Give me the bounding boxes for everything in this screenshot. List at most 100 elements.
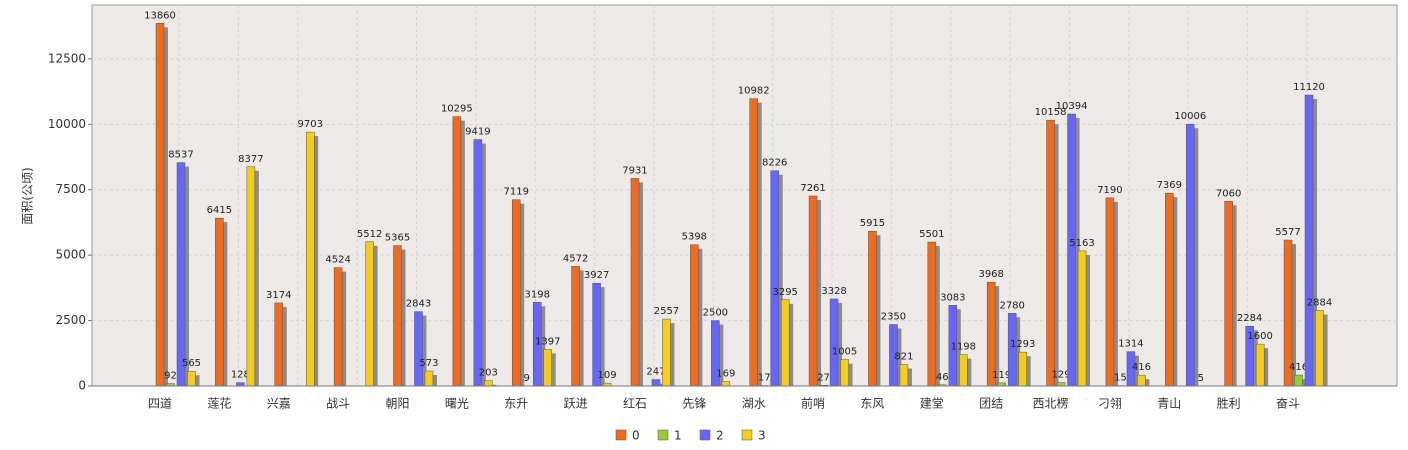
legend-swatch bbox=[741, 429, 753, 441]
plot-area bbox=[91, 4, 1398, 387]
value-label: 2557 bbox=[654, 306, 679, 317]
x-tick-label: 四道 bbox=[148, 397, 172, 411]
bar bbox=[414, 311, 423, 387]
value-label: 3927 bbox=[584, 270, 609, 281]
y-axis-label: 面积(公顷) bbox=[21, 167, 35, 224]
value-label: 9703 bbox=[298, 119, 323, 130]
legend-label: 0 bbox=[632, 429, 640, 443]
bar bbox=[187, 370, 196, 387]
value-label: 46 bbox=[936, 372, 949, 383]
bar bbox=[511, 199, 521, 387]
value-label: 5163 bbox=[1069, 238, 1094, 249]
bar bbox=[571, 266, 580, 387]
bar bbox=[1304, 94, 1314, 387]
bar bbox=[808, 195, 818, 387]
value-label: 1314 bbox=[1118, 339, 1143, 350]
value-label: 2350 bbox=[881, 312, 906, 323]
legend-swatch bbox=[615, 429, 627, 441]
bar bbox=[630, 178, 640, 387]
value-label: 10982 bbox=[738, 86, 770, 97]
value-label: 3174 bbox=[266, 290, 291, 301]
x-tick-label: 跃进 bbox=[564, 397, 588, 411]
bar bbox=[721, 381, 731, 387]
value-label: 3198 bbox=[524, 289, 549, 300]
x-tick-label: 东升 bbox=[504, 397, 528, 411]
bar bbox=[662, 318, 671, 387]
value-label: 4524 bbox=[325, 255, 350, 266]
value-label: 7931 bbox=[622, 165, 647, 176]
bar bbox=[1067, 113, 1076, 387]
y-tick-label: 7500 bbox=[55, 182, 86, 196]
bar bbox=[1186, 123, 1195, 387]
value-label: 6415 bbox=[207, 205, 232, 216]
bar bbox=[473, 139, 483, 387]
x-tick-label: 奋斗 bbox=[1276, 397, 1300, 411]
value-label: 8226 bbox=[762, 158, 787, 169]
value-label: 573 bbox=[419, 358, 438, 369]
value-label: 7190 bbox=[1097, 185, 1122, 196]
bar bbox=[424, 370, 434, 387]
value-label: 27 bbox=[817, 372, 830, 383]
bar bbox=[1137, 374, 1146, 387]
bar bbox=[393, 245, 402, 387]
bar bbox=[155, 23, 165, 387]
bar bbox=[246, 166, 256, 387]
bar bbox=[829, 298, 839, 387]
value-label: 11120 bbox=[1293, 82, 1325, 93]
value-label: 1397 bbox=[535, 336, 560, 347]
bar bbox=[868, 230, 877, 387]
value-label: 7369 bbox=[1157, 180, 1182, 191]
value-label: 5398 bbox=[682, 232, 707, 243]
bar bbox=[365, 241, 374, 387]
value-label: 5501 bbox=[919, 229, 944, 240]
bar bbox=[333, 267, 343, 387]
y-tick-label: 0 bbox=[78, 379, 86, 393]
x-tick-label: 朝阳 bbox=[385, 397, 409, 411]
x-tick-label: 刁翎 bbox=[1098, 397, 1122, 411]
bar bbox=[927, 241, 937, 387]
value-label: 92 bbox=[164, 371, 177, 382]
value-label: 10394 bbox=[1056, 101, 1088, 112]
value-label: 3328 bbox=[821, 286, 846, 297]
bar bbox=[1165, 192, 1174, 387]
value-label: 8537 bbox=[168, 150, 193, 161]
x-tick-label: 湖水 bbox=[742, 396, 766, 411]
value-label: 416 bbox=[1289, 362, 1308, 373]
bar bbox=[1018, 351, 1027, 387]
y-tick-label: 2500 bbox=[55, 313, 86, 327]
legend-label: 2 bbox=[716, 429, 724, 443]
x-tick-label: 团结 bbox=[979, 397, 1003, 411]
value-label: 821 bbox=[894, 352, 913, 363]
value-label: 4572 bbox=[563, 253, 588, 264]
value-label: 2843 bbox=[406, 299, 431, 310]
bar bbox=[959, 354, 968, 387]
bar bbox=[215, 217, 224, 387]
legend-label: 1 bbox=[674, 429, 682, 443]
value-label: 169 bbox=[716, 369, 735, 380]
bar bbox=[1046, 119, 1055, 387]
value-label: 119 bbox=[992, 370, 1011, 381]
value-label: 7261 bbox=[800, 183, 825, 194]
value-label: 10006 bbox=[1174, 111, 1206, 122]
x-tick-label: 莲花 bbox=[207, 396, 231, 411]
x-tick-label: 战斗 bbox=[326, 397, 350, 411]
value-label: 3083 bbox=[940, 292, 965, 303]
bar bbox=[305, 131, 315, 387]
value-label: 5915 bbox=[860, 218, 885, 229]
value-label: 10158 bbox=[1035, 107, 1067, 118]
x-tick-label: 西北楞 bbox=[1033, 396, 1069, 411]
value-label: 2884 bbox=[1307, 298, 1332, 309]
bar bbox=[1224, 201, 1233, 387]
bar bbox=[236, 382, 245, 387]
value-label: 2500 bbox=[703, 308, 728, 319]
value-label: 1198 bbox=[951, 342, 976, 353]
value-label: 9419 bbox=[465, 127, 490, 138]
value-label: 203 bbox=[479, 368, 498, 379]
value-label: 7119 bbox=[503, 187, 528, 198]
bar bbox=[899, 364, 909, 387]
y-tick-label: 10000 bbox=[48, 117, 86, 131]
x-tick-label: 红石 bbox=[623, 396, 647, 411]
bar bbox=[484, 380, 493, 387]
bar bbox=[1105, 197, 1115, 387]
